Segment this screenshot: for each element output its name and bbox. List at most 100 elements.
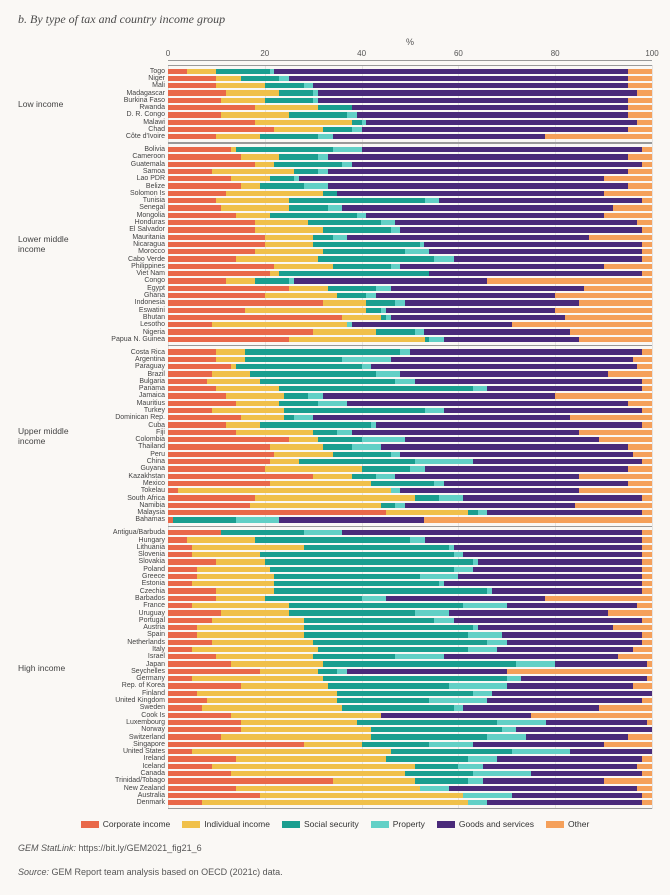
segment-corporate — [168, 647, 192, 652]
country-row: Honduras — [168, 219, 652, 226]
segment-goods — [487, 698, 642, 703]
segment-corporate — [168, 596, 216, 601]
country-label: Fiji — [88, 429, 168, 436]
country-label: Guatemala — [88, 161, 168, 168]
stacked-bar — [168, 683, 652, 688]
segment-other — [642, 349, 652, 354]
segment-other — [570, 415, 652, 420]
segment-goods — [454, 618, 643, 623]
segment-other — [628, 183, 652, 188]
segment-property — [318, 401, 347, 406]
segment-corporate — [168, 112, 221, 117]
country-label: Eswatini — [88, 307, 168, 314]
segment-property — [391, 264, 401, 269]
country-row: Ghana — [168, 292, 652, 299]
segment-corporate — [168, 734, 221, 739]
legend-label: Property — [393, 819, 425, 829]
segment-goods — [424, 329, 569, 334]
segment-other — [642, 379, 652, 384]
country-label: Côte d'Ivoire — [88, 133, 168, 140]
segment-other — [642, 386, 652, 391]
stacked-bar — [168, 69, 652, 74]
segment-social — [323, 444, 352, 449]
segment-goods — [376, 293, 555, 298]
segment-social — [308, 220, 381, 225]
segment-property — [391, 227, 401, 232]
segment-social — [313, 640, 487, 645]
country-label: Slovakia — [88, 558, 168, 565]
country-row: Dominican Rep. — [168, 414, 652, 421]
segment-corporate — [168, 220, 255, 225]
segment-corporate — [168, 371, 212, 376]
country-label: Barbados — [88, 595, 168, 602]
segment-other — [637, 786, 652, 791]
stacked-bar — [168, 154, 652, 159]
segment-social — [255, 537, 410, 542]
country-row: Fiji — [168, 429, 652, 436]
segment-property — [318, 134, 333, 139]
segment-other — [637, 90, 652, 95]
country-label: Iceland — [88, 763, 168, 770]
segment-other — [642, 227, 652, 232]
segment-corporate — [168, 401, 236, 406]
segment-property — [473, 691, 492, 696]
segment-property — [395, 503, 405, 508]
segment-individual — [274, 264, 332, 269]
country-label: El Salvador — [88, 226, 168, 233]
segment-other — [642, 530, 652, 535]
segment-goods — [424, 242, 642, 247]
segment-individual — [265, 466, 362, 471]
segment-goods — [299, 176, 604, 181]
stacked-bar — [168, 444, 652, 449]
country-label: Dominican Rep. — [88, 414, 168, 421]
stacked-bar — [168, 720, 652, 725]
segment-property — [468, 778, 483, 783]
stacked-bar — [168, 698, 652, 703]
country-label: Honduras — [88, 219, 168, 226]
segment-goods — [512, 793, 643, 798]
segment-individual — [245, 308, 366, 313]
country-row: Lao PDR — [168, 175, 652, 182]
segment-social — [323, 676, 507, 681]
segment-property — [318, 154, 328, 159]
legend-label: Individual income — [204, 819, 270, 829]
country-label: Nicaragua — [88, 241, 168, 248]
segment-other — [642, 771, 652, 776]
segment-corporate — [168, 727, 241, 732]
country-label: Kazakhstan — [88, 473, 168, 480]
segment-property — [497, 720, 545, 725]
country-label: Papua N. Guinea — [88, 336, 168, 343]
stacked-bar — [168, 169, 652, 174]
segment-other — [637, 364, 652, 369]
segment-goods — [458, 574, 642, 579]
segment-individual — [265, 235, 313, 240]
stacked-bar — [168, 596, 652, 601]
segment-social — [289, 112, 347, 117]
legend-swatch — [182, 821, 200, 828]
segment-corporate — [168, 567, 197, 572]
segment-individual — [192, 545, 303, 550]
segment-property — [512, 749, 570, 754]
segment-social — [260, 422, 371, 427]
segment-other — [579, 430, 652, 435]
segment-social — [274, 162, 342, 167]
country-label: Senegal — [88, 204, 168, 211]
country-row: United States — [168, 748, 652, 755]
segment-corporate — [168, 481, 270, 486]
segment-property — [478, 510, 488, 515]
segment-corporate — [168, 488, 178, 493]
country-label: Poland — [88, 566, 168, 573]
segment-other — [628, 83, 652, 88]
stacked-bar — [168, 90, 652, 95]
segment-other — [642, 567, 652, 572]
segment-social — [318, 105, 352, 110]
segment-other — [647, 661, 652, 666]
segment-corporate — [168, 625, 197, 630]
stacked-bar — [168, 393, 652, 398]
segment-property — [405, 249, 429, 254]
segment-goods — [516, 727, 652, 732]
segment-corporate — [168, 444, 270, 449]
statlink-label: GEM StatLink: — [18, 843, 76, 853]
legend-swatch — [282, 821, 300, 828]
segment-goods — [347, 669, 507, 674]
